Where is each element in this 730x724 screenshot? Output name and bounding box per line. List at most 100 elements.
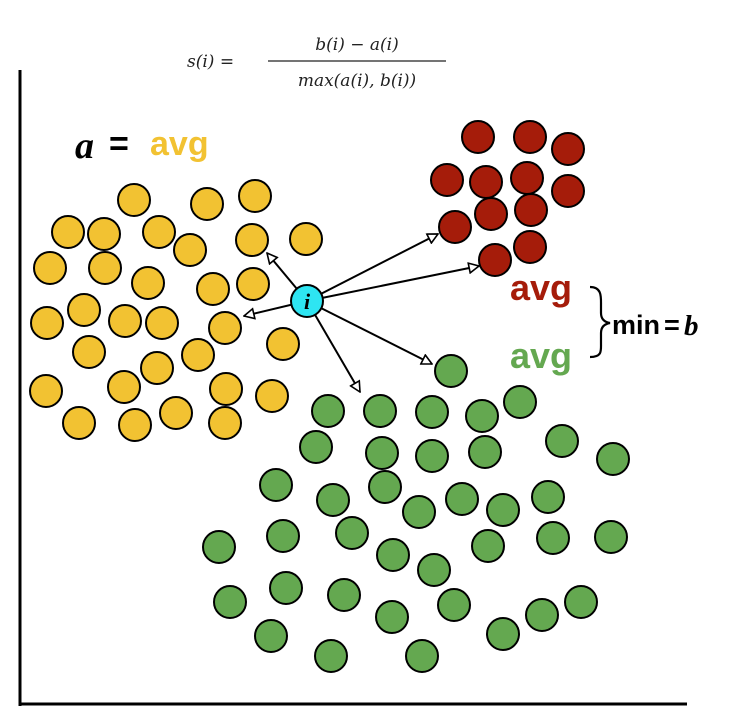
red-point-1: [461, 120, 495, 154]
green-point-27: [417, 553, 451, 587]
green-point-11: [415, 439, 449, 473]
yellow-point-25: [107, 370, 141, 404]
yellow-point-22: [140, 351, 174, 385]
green-point-17: [445, 482, 479, 516]
green-point-12: [468, 435, 502, 469]
formula-numerator: b(i) − a(i): [315, 35, 398, 55]
yellow-point-27: [255, 379, 289, 413]
yellow-point-11: [88, 251, 122, 285]
green-point-7: [545, 424, 579, 458]
red-point-6: [510, 161, 544, 195]
yellow-point-7: [173, 233, 207, 267]
green-point-14: [368, 470, 402, 504]
arrow-to-green-lower: [306, 300, 360, 392]
green-point-18: [486, 493, 520, 527]
yellow-point-10: [33, 251, 67, 285]
green-point-6: [465, 399, 499, 433]
yellow-point-13: [196, 272, 230, 306]
green-point-9: [299, 430, 333, 464]
yellow-point-4: [51, 215, 85, 249]
green-point-36: [314, 639, 348, 673]
yellow-point-29: [118, 408, 152, 442]
green-point-3: [311, 394, 345, 428]
green-point-8: [596, 442, 630, 476]
point-i: i: [290, 284, 324, 318]
yellow-point-19: [208, 311, 242, 345]
point-i-label: i: [304, 289, 311, 314]
yellow-point-16: [30, 306, 64, 340]
yellow-point-31: [208, 406, 242, 440]
green-point-2: [503, 385, 537, 419]
yellow-point-15: [67, 293, 101, 327]
green-point-20: [335, 516, 369, 550]
green-avg-text: avg: [510, 335, 572, 376]
min-equals-b-label: min = b: [612, 310, 699, 342]
green-point-16: [402, 495, 436, 529]
green-point-35: [254, 619, 288, 653]
green-point-33: [525, 598, 559, 632]
yellow-point-28: [62, 406, 96, 440]
red-point-5: [469, 165, 503, 199]
yellow-point-8: [235, 223, 269, 257]
yellow-point-1: [117, 183, 151, 217]
green-point-23: [376, 538, 410, 572]
green-point-32: [375, 600, 409, 634]
silhouette-formula: s(i) = b(i) − a(i) max(a(i), b(i)): [187, 35, 446, 91]
a-variable: a: [75, 125, 94, 167]
yellow-point-18: [145, 306, 179, 340]
min-text: min: [612, 310, 660, 340]
yellow-point-14: [236, 267, 270, 301]
green-point-37: [405, 639, 439, 673]
green-point-29: [269, 571, 303, 605]
green-point-28: [213, 585, 247, 619]
yellow-point-24: [29, 374, 63, 408]
green-point-15: [316, 483, 350, 517]
green-point-1: [434, 354, 468, 388]
green-point-25: [536, 521, 570, 555]
yellow-point-17: [108, 304, 142, 338]
b-variable: b: [684, 310, 699, 342]
yellow-point-3: [238, 179, 272, 213]
yellow-point-23: [181, 338, 215, 372]
green-point-4: [363, 394, 397, 428]
red-point-12: [513, 230, 547, 264]
red-cluster: [430, 120, 585, 277]
green-point-34: [564, 585, 598, 619]
arrow-to-red-lower: [306, 266, 479, 302]
yellow-point-9: [289, 222, 323, 256]
red-point-2: [513, 120, 547, 154]
arrow-to-red-upper: [306, 233, 438, 302]
min-equals-sign: =: [664, 310, 680, 340]
red-point-11: [478, 243, 512, 277]
green-cluster: [202, 354, 630, 673]
yellow-cluster: [29, 179, 323, 442]
green-point-22: [202, 530, 236, 564]
yellow-point-2: [190, 187, 224, 221]
green-point-10: [365, 436, 399, 470]
yellow-point-5: [87, 217, 121, 251]
red-point-10: [514, 193, 548, 227]
a-equals-sign: =: [109, 125, 129, 163]
arrow-to-green-near: [306, 300, 432, 365]
green-point-19: [531, 480, 565, 514]
green-point-5: [415, 395, 449, 429]
green-point-24: [471, 529, 505, 563]
yellow-point-26: [209, 372, 243, 406]
formula-denominator: max(a(i), b(i)): [298, 71, 416, 91]
a-equals-avg-label: a = avg: [75, 125, 209, 167]
red-avg-text: avg: [510, 267, 572, 308]
a-avg-text: avg: [150, 125, 209, 163]
red-point-4: [430, 163, 464, 197]
green-point-30: [327, 578, 361, 612]
formula-lhs: s(i) =: [187, 52, 234, 72]
point-i-circle: [290, 284, 324, 318]
yellow-point-6: [142, 215, 176, 249]
yellow-point-12: [131, 266, 165, 300]
green-point-26: [594, 520, 628, 554]
red-point-7: [551, 174, 585, 208]
red-point-9: [474, 197, 508, 231]
curly-brace: [589, 285, 611, 359]
green-point-38: [486, 617, 520, 651]
green-point-21: [266, 519, 300, 553]
